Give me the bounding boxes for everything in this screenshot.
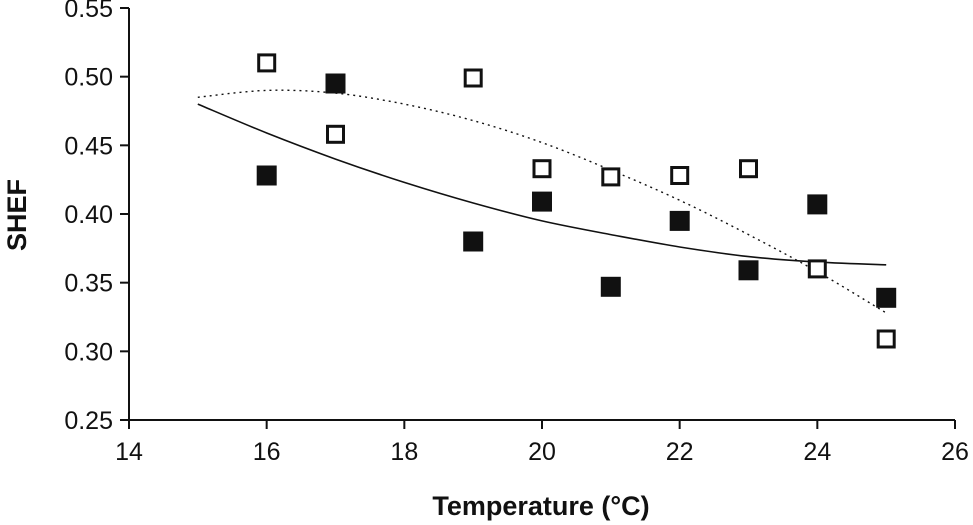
filled-square-point (669, 210, 690, 231)
x-tick-label: 16 (253, 438, 281, 466)
filled-square-point (807, 194, 828, 215)
filled-square-point (532, 191, 552, 212)
x-axis-title: Temperature (°C) (432, 491, 649, 521)
filled-square-point (600, 276, 621, 297)
open-square-point (876, 329, 896, 349)
trend-line-series-1 (197, 103, 887, 266)
y-tick-label: 0.40 (64, 201, 113, 229)
y-tick-label: 0.45 (64, 132, 113, 160)
axes (120, 7, 956, 429)
filled-square-point (325, 73, 346, 94)
open-square-point (532, 159, 552, 179)
trend-line-series-2 (197, 89, 887, 314)
y-tick-labels: 0.25 0.30 0.35 0.40 0.45 0.50 0.55 (64, 0, 113, 435)
x-tick-label: 24 (803, 438, 831, 466)
y-tick-label: 0.35 (64, 270, 113, 298)
y-tick-label: 0.55 (64, 0, 113, 23)
filled-square-point (256, 165, 277, 186)
open-square-point (807, 259, 827, 279)
filled-square-point (876, 287, 897, 308)
y-tick-label: 0.50 (64, 64, 113, 92)
trend-lines (197, 89, 887, 314)
x-tick-label: 22 (666, 438, 694, 466)
x-tick-label: 18 (390, 438, 418, 466)
data-points (256, 53, 897, 349)
open-square-point (257, 53, 277, 73)
x-tick-label: 20 (528, 438, 556, 466)
open-square-point (670, 166, 690, 185)
open-square-point (463, 68, 483, 88)
open-square-point (739, 159, 758, 179)
x-tick-label: 26 (941, 438, 969, 466)
x-tick-labels: 14 16 18 20 22 24 26 (115, 438, 969, 466)
y-tick-label: 0.25 (64, 407, 113, 435)
filled-square-point (463, 231, 484, 252)
y-axis-title: SHEF (2, 179, 32, 251)
y-tick-label: 0.30 (64, 338, 113, 366)
open-square-point (601, 167, 621, 187)
open-square-point (326, 124, 345, 144)
x-tick-label: 14 (115, 438, 143, 466)
filled-square-point (738, 260, 759, 281)
